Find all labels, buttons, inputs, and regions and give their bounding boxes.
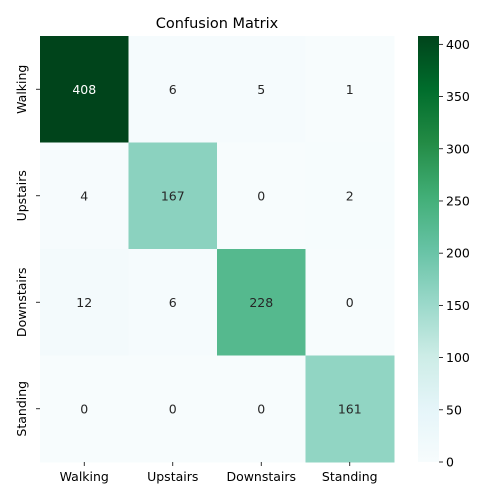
cell-value-label: 0 bbox=[257, 401, 265, 416]
x-tick-label: Standing bbox=[322, 469, 378, 484]
colorbar-tick-label: 200 bbox=[446, 246, 470, 261]
cell-value-label: 6 bbox=[169, 295, 177, 310]
colorbar-tick-label: 300 bbox=[446, 141, 470, 156]
heatmap-cell bbox=[305, 355, 395, 463]
y-tick-label: Walking bbox=[14, 65, 29, 114]
cell-value-label: 2 bbox=[346, 188, 354, 203]
cell-value-label: 0 bbox=[346, 295, 354, 310]
colorbar-tick-label: 50 bbox=[446, 402, 462, 417]
cell-value-label: 0 bbox=[257, 188, 265, 203]
x-tick-label: Upstairs bbox=[147, 469, 198, 484]
cell-value-label: 6 bbox=[169, 82, 177, 97]
x-tick-label: Downstairs bbox=[226, 469, 296, 484]
chart-title: Confusion Matrix bbox=[156, 16, 279, 32]
colorbar: 0 50 100 150 200 250 300 350 400 bbox=[418, 36, 470, 470]
colorbar-tick-label: 0 bbox=[446, 455, 454, 470]
y-tick-label: Downstairs bbox=[14, 267, 29, 337]
x-tick-label: Walking bbox=[60, 469, 109, 484]
heatmap-cell bbox=[128, 142, 218, 250]
heatmap-cell bbox=[305, 142, 395, 250]
heatmap-cell bbox=[40, 36, 129, 143]
heatmap-cell bbox=[128, 36, 218, 143]
heatmap-cell bbox=[217, 36, 306, 143]
cell-value-label: 228 bbox=[249, 295, 273, 310]
heatmap-cell-labels: 408 6 5 1 4 167 0 2 12 6 228 0 0 0 0 161 bbox=[72, 82, 361, 417]
heatmap-cell bbox=[40, 142, 129, 250]
colorbar-tick-label: 250 bbox=[446, 193, 470, 208]
heatmap-cells bbox=[40, 36, 395, 463]
cell-value-label: 1 bbox=[346, 82, 354, 97]
colorbar-tick-label: 350 bbox=[446, 89, 470, 104]
colorbar-tick-label: 400 bbox=[446, 37, 470, 52]
cell-value-label: 5 bbox=[257, 82, 265, 97]
y-axis: Walking Upstairs Downstairs Standing bbox=[14, 65, 40, 437]
heatmap-cell bbox=[128, 249, 218, 356]
colorbar-tick-label: 150 bbox=[446, 298, 470, 313]
cell-value-label: 0 bbox=[169, 401, 177, 416]
heatmap-cell bbox=[217, 249, 306, 356]
colorbar-gradient bbox=[418, 36, 439, 462]
colorbar-tick-label: 100 bbox=[446, 350, 470, 365]
y-tick-label: Standing bbox=[14, 381, 29, 437]
cell-value-label: 167 bbox=[161, 188, 185, 203]
heatmap-cell bbox=[217, 355, 306, 463]
y-tick-label: Upstairs bbox=[14, 170, 29, 221]
heatmap-cell bbox=[217, 142, 306, 250]
x-axis: Walking Upstairs Downstairs Standing bbox=[60, 462, 378, 484]
heatmap-cell bbox=[128, 355, 218, 463]
heatmap-cell bbox=[305, 249, 395, 356]
cell-value-label: 4 bbox=[80, 188, 88, 203]
heatmap-cell bbox=[40, 249, 129, 356]
cell-value-label: 12 bbox=[76, 295, 92, 310]
cell-value-label: 0 bbox=[80, 401, 88, 416]
heatmap-cell bbox=[305, 36, 395, 143]
heatmap-cell bbox=[40, 355, 129, 463]
cell-value-label: 408 bbox=[72, 82, 96, 97]
cell-value-label: 161 bbox=[338, 401, 362, 416]
